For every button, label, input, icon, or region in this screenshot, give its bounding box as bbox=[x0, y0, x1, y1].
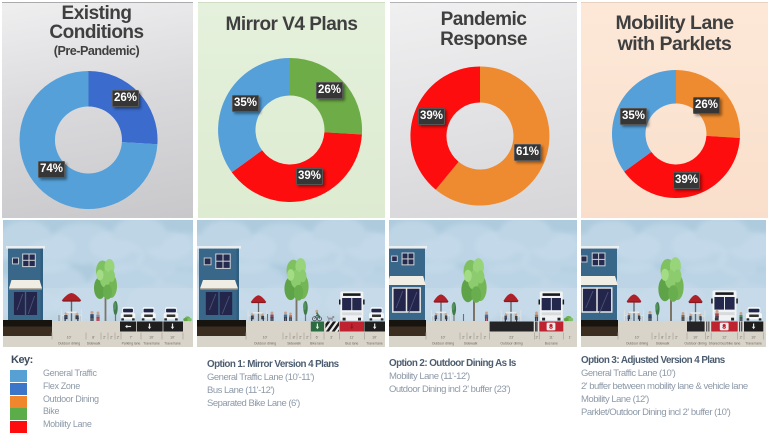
svg-text:1': 1' bbox=[569, 336, 572, 340]
svg-text:10': 10' bbox=[635, 336, 640, 340]
svg-text:Travel lane: Travel lane bbox=[164, 342, 181, 346]
svg-text:Sidewalk: Sidewalk bbox=[656, 342, 670, 346]
svg-text:8': 8' bbox=[92, 336, 95, 340]
svg-text:2': 2' bbox=[484, 336, 487, 340]
svg-text:Bus lane: Bus lane bbox=[545, 342, 558, 346]
svg-text:6': 6' bbox=[316, 336, 319, 340]
svg-text:2': 2' bbox=[285, 336, 288, 340]
svg-text:Outdoor dining: Outdoor dining bbox=[432, 342, 454, 346]
svg-text:2': 2' bbox=[707, 336, 710, 340]
svg-text:2': 2' bbox=[654, 336, 657, 340]
svg-text:10': 10' bbox=[751, 336, 756, 340]
svg-text:2': 2' bbox=[306, 336, 309, 340]
svg-text:2': 2' bbox=[462, 336, 465, 340]
svg-text:2': 2' bbox=[110, 336, 113, 340]
svg-text:Bike lane: Bike lane bbox=[310, 342, 324, 346]
svg-text:2': 2' bbox=[668, 336, 671, 340]
svg-text:23': 23' bbox=[509, 336, 514, 340]
svg-text:11': 11' bbox=[549, 336, 554, 340]
svg-text:10': 10' bbox=[149, 336, 154, 340]
svg-text:2': 2' bbox=[117, 336, 120, 340]
svg-text:Outdoor dining: Outdoor dining bbox=[254, 342, 276, 346]
svg-text:2': 2' bbox=[535, 336, 538, 340]
svg-text:Sidewalk: Sidewalk bbox=[287, 342, 301, 346]
svg-text:2': 2' bbox=[103, 336, 106, 340]
svg-text:11': 11' bbox=[350, 336, 355, 340]
svg-text:8': 8' bbox=[469, 336, 472, 340]
svg-text:Outdoor dining: Outdoor dining bbox=[500, 342, 522, 346]
svg-text:Parking lane: Parking lane bbox=[122, 342, 141, 346]
svg-text:Outdoor dining: Outdoor dining bbox=[58, 342, 80, 346]
svg-text:Travel lane: Travel lane bbox=[366, 342, 383, 346]
svg-text:8': 8' bbox=[293, 336, 296, 340]
svg-text:10': 10' bbox=[693, 336, 698, 340]
svg-text:10': 10' bbox=[441, 336, 446, 340]
svg-text:10': 10' bbox=[170, 336, 175, 340]
svg-text:2': 2' bbox=[740, 336, 743, 340]
svg-text:2': 2' bbox=[299, 336, 302, 340]
svg-text:Outdoor dining: Outdoor dining bbox=[684, 342, 706, 346]
svg-text:10': 10' bbox=[67, 336, 72, 340]
svg-text:Outdoor dining: Outdoor dining bbox=[626, 342, 648, 346]
svg-text:Shared bus/bike lane: Shared bus/bike lane bbox=[709, 342, 741, 346]
svg-text:2': 2' bbox=[476, 336, 479, 340]
svg-text:Sidewalk: Sidewalk bbox=[464, 342, 478, 346]
svg-text:Travel lane: Travel lane bbox=[143, 342, 160, 346]
svg-text:2': 2' bbox=[675, 336, 678, 340]
svg-text:Travel lane: Travel lane bbox=[745, 342, 762, 346]
svg-text:7': 7' bbox=[130, 336, 133, 340]
svg-text:10': 10' bbox=[372, 336, 377, 340]
svg-text:Bus lane: Bus lane bbox=[345, 342, 358, 346]
svg-text:8': 8' bbox=[661, 336, 664, 340]
svg-text:Sidewalk: Sidewalk bbox=[87, 342, 101, 346]
svg-text:12': 12' bbox=[722, 336, 727, 340]
svg-text:10': 10' bbox=[263, 336, 268, 340]
svg-text:3': 3' bbox=[330, 336, 333, 340]
